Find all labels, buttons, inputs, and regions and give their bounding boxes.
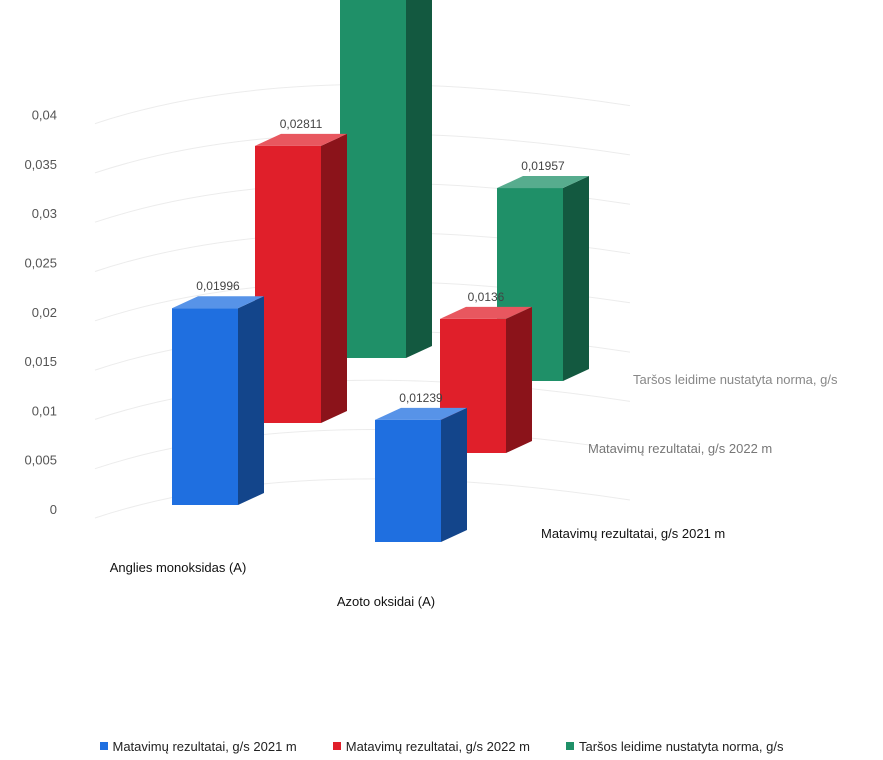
data-label: 0,02811 [280, 117, 323, 131]
series-axis-label: Matavimų rezultatai, g/s 2022 m [588, 441, 772, 456]
bar-top-face [497, 176, 589, 189]
legend: Matavimų rezultatai, g/s 2021 m Matavimų… [0, 736, 883, 756]
bar-top-face [375, 407, 467, 420]
bar-side-face [238, 296, 264, 505]
category-label: Anglies monoksidas (A) [110, 560, 247, 575]
grid-line [94, 83, 631, 125]
y-tick-label: 0,04 [32, 108, 57, 123]
bar-2022-co [255, 133, 347, 424]
y-tick-label: 0,03 [32, 206, 57, 221]
series-axis-label: Matavimų rezultatai, g/s 2021 m [541, 526, 725, 541]
bar-top-face [255, 133, 347, 146]
series-axis-label: Taršos leidime nustatyta norma, g/s [633, 372, 838, 387]
bar-2021-co [172, 296, 264, 505]
category-labels: Anglies monoksidas (A) Azoto oksidai (A) [110, 560, 435, 609]
bar-2021-nox [375, 407, 467, 542]
bar-front-face [172, 308, 238, 505]
data-label: 0,0136 [468, 290, 505, 304]
bar-top-face [172, 296, 264, 309]
y-axis-ticks: 0 0,005 0,01 0,015 0,02 0,025 0,03 0,035 0,04 [24, 108, 57, 517]
legend-label-norm: Taršos leidime nustatyta norma, g/s [579, 738, 784, 754]
legend-item-norm: Taršos leidime nustatyta norma, g/s [566, 739, 783, 754]
bar-side-face [406, 0, 432, 358]
y-tick-label: 0,015 [24, 354, 57, 369]
value-labels: 0,019570,038860,01360,028110,012390,0199… [196, 117, 565, 405]
grid-line [94, 478, 631, 519]
y-tick-label: 0,02 [32, 305, 57, 320]
bar-norm-co [340, 0, 432, 359]
grid-line [94, 429, 631, 470]
y-tick-label: 0 [50, 502, 57, 517]
bar-front-face [340, 0, 406, 359]
data-label: 0,01239 [399, 391, 443, 405]
legend-swatch-norm [566, 742, 574, 750]
legend-item-2021: Matavimų rezultatai, g/s 2021 m [99, 738, 297, 754]
legend-item-2022: Matavimų rezultatai, g/s 2022 m [332, 738, 530, 754]
legend-label-2021: Matavimų rezultatai, g/s 2021 m [112, 738, 297, 754]
category-label: Azoto oksidai (A) [337, 594, 435, 609]
bar-side-face [441, 407, 467, 542]
data-label: 0,01996 [196, 279, 240, 293]
y-tick-label: 0,005 [24, 453, 57, 468]
bar-side-face [563, 176, 589, 381]
legend-label-2022: Matavimų rezultatai, g/s 2022 m [345, 738, 530, 754]
series-axis-labels: Matavimų rezultatai, g/s 2021 m Matavimų … [541, 372, 838, 541]
y-tick-label: 0,025 [24, 256, 57, 271]
bars [172, 0, 589, 542]
y-tick-label: 0,01 [32, 403, 57, 418]
y-tick-label: 0,035 [24, 157, 57, 172]
legend-swatch-2021 [99, 742, 108, 750]
bar-front-face [255, 145, 321, 424]
data-label: 0,01957 [521, 159, 565, 173]
bar-front-face [375, 419, 441, 542]
bar-top-face [440, 306, 532, 319]
bar-side-face [506, 306, 532, 453]
bar-side-face [321, 133, 347, 424]
legend-swatch-2022 [332, 742, 341, 750]
